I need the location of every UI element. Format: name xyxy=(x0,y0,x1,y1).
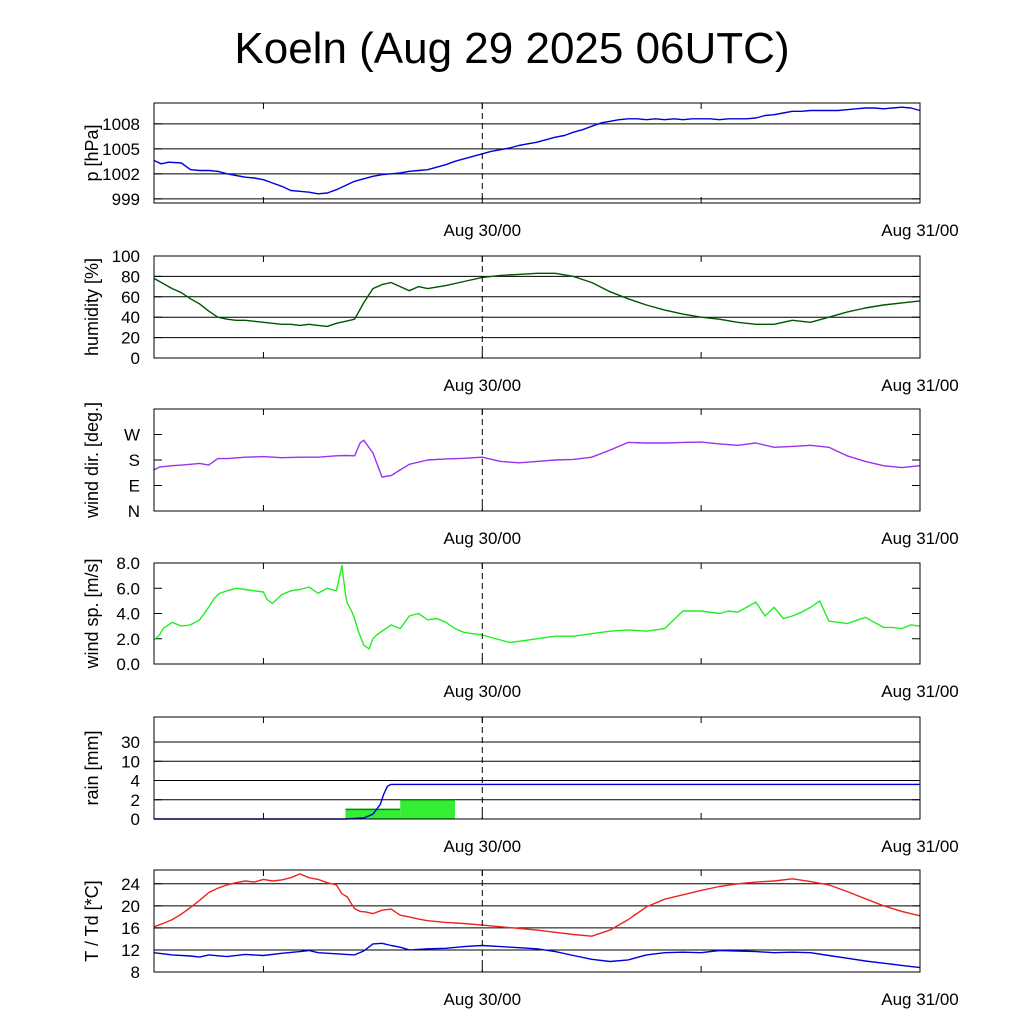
panel-rain-series-accumulated-rain xyxy=(154,783,920,820)
panel-wind-speed-frame xyxy=(153,562,921,665)
panel-pressure-ytick-label: 1005 xyxy=(102,140,140,159)
panel-rain-ytick-label: 2 xyxy=(131,791,140,810)
panel-rain-ytick-label: 4 xyxy=(131,772,140,791)
panel-humidity-xtick-label: Aug 31/00 xyxy=(881,376,959,395)
panel-rain-xtick-label: Aug 30/00 xyxy=(444,837,522,856)
panel-temperature-xtick-label: Aug 30/00 xyxy=(444,990,522,1009)
panel-temperature-xtick-label: Aug 31/00 xyxy=(881,990,959,1009)
panel-humidity-ytick-label: 0 xyxy=(131,349,140,368)
panel-wind-direction-ytick-label: N xyxy=(128,502,140,521)
panel-pressure-frame xyxy=(153,102,921,204)
panel-rain-xtick-label: Aug 31/00 xyxy=(881,837,959,856)
panel-temperature-ytick-label: 20 xyxy=(121,897,140,916)
panel-pressure-ytick-label: 999 xyxy=(112,190,140,209)
panel-humidity-ylabel: humidity [%] xyxy=(82,258,102,356)
panel-humidity-ytick-label: 60 xyxy=(121,288,140,307)
panel-wind-direction-series-wind-direction xyxy=(153,439,921,478)
panel-rain-rain-bar xyxy=(400,799,455,819)
panel-temperature-ytick-label: 24 xyxy=(121,875,140,894)
panel-wind-direction-ytick-label: W xyxy=(124,426,140,445)
panel-temperature-ytick-label: 8 xyxy=(131,963,140,982)
panel-wind-direction-frame xyxy=(153,408,921,512)
panel-temperature-series-dew-point xyxy=(153,942,921,969)
panel-humidity-frame xyxy=(153,255,921,359)
panel-rain-ytick-label: 0 xyxy=(131,810,140,829)
panel-humidity-ytick-label: 80 xyxy=(121,267,140,286)
chart-title: Koeln (Aug 29 2025 06UTC) xyxy=(234,24,790,73)
panel-pressure-xtick-label: Aug 31/00 xyxy=(881,221,959,240)
panel-rain-ylabel: rain [mm] xyxy=(82,730,102,805)
panel-humidity-ytick-label: 40 xyxy=(121,308,140,327)
panel-wind-speed-series-wind-speed xyxy=(153,564,921,650)
panel-pressure-ylabel: p [hPa] xyxy=(82,124,102,181)
panel-wind-direction-ylabel: wind dir. [deg.] xyxy=(82,402,102,519)
panel-pressure-xtick-label: Aug 30/00 xyxy=(444,221,522,240)
panel-pressure-series-pressure xyxy=(153,106,921,195)
panel-rain-ytick-label: 10 xyxy=(121,752,140,771)
panel-wind-speed-ytick-label: 8.0 xyxy=(116,554,140,573)
panel-wind-speed-ytick-label: 2.0 xyxy=(116,630,140,649)
panel-wind-speed-ytick-label: 6.0 xyxy=(116,579,140,598)
panel-temperature-series-temperature xyxy=(153,873,921,937)
panel-wind-direction-ytick-label: S xyxy=(129,451,140,470)
panel-pressure-ytick-label: 1002 xyxy=(102,165,140,184)
panel-humidity-xtick-label: Aug 30/00 xyxy=(444,376,522,395)
panel-wind-speed-ytick-label: 0.0 xyxy=(116,655,140,674)
panel-temperature-ytick-label: 12 xyxy=(121,941,140,960)
panel-pressure-ytick-label: 1008 xyxy=(102,115,140,134)
panel-wind-direction-xtick-label: Aug 31/00 xyxy=(881,529,959,548)
panel-rain-frame xyxy=(153,716,921,820)
panel-rain-ytick-label: 30 xyxy=(121,733,140,752)
panel-temperature-frame xyxy=(153,869,921,973)
panel-wind-speed-ylabel: wind sp. [m/s] xyxy=(82,558,102,669)
panel-wind-speed-ytick-label: 4.0 xyxy=(116,605,140,624)
panel-humidity-ytick-label: 20 xyxy=(121,329,140,348)
panel-temperature-ytick-label: 16 xyxy=(121,919,140,938)
panel-temperature-ylabel: T / Td [*C] xyxy=(82,880,102,961)
panel-wind-speed-xtick-label: Aug 30/00 xyxy=(444,682,522,701)
panel-wind-speed-xtick-label: Aug 31/00 xyxy=(881,682,959,701)
panel-humidity-ytick-label: 100 xyxy=(112,247,140,266)
panel-wind-direction-ytick-label: E xyxy=(129,477,140,496)
panel-humidity-series-humidity xyxy=(153,272,921,328)
panel-wind-direction-xtick-label: Aug 30/00 xyxy=(444,529,522,548)
